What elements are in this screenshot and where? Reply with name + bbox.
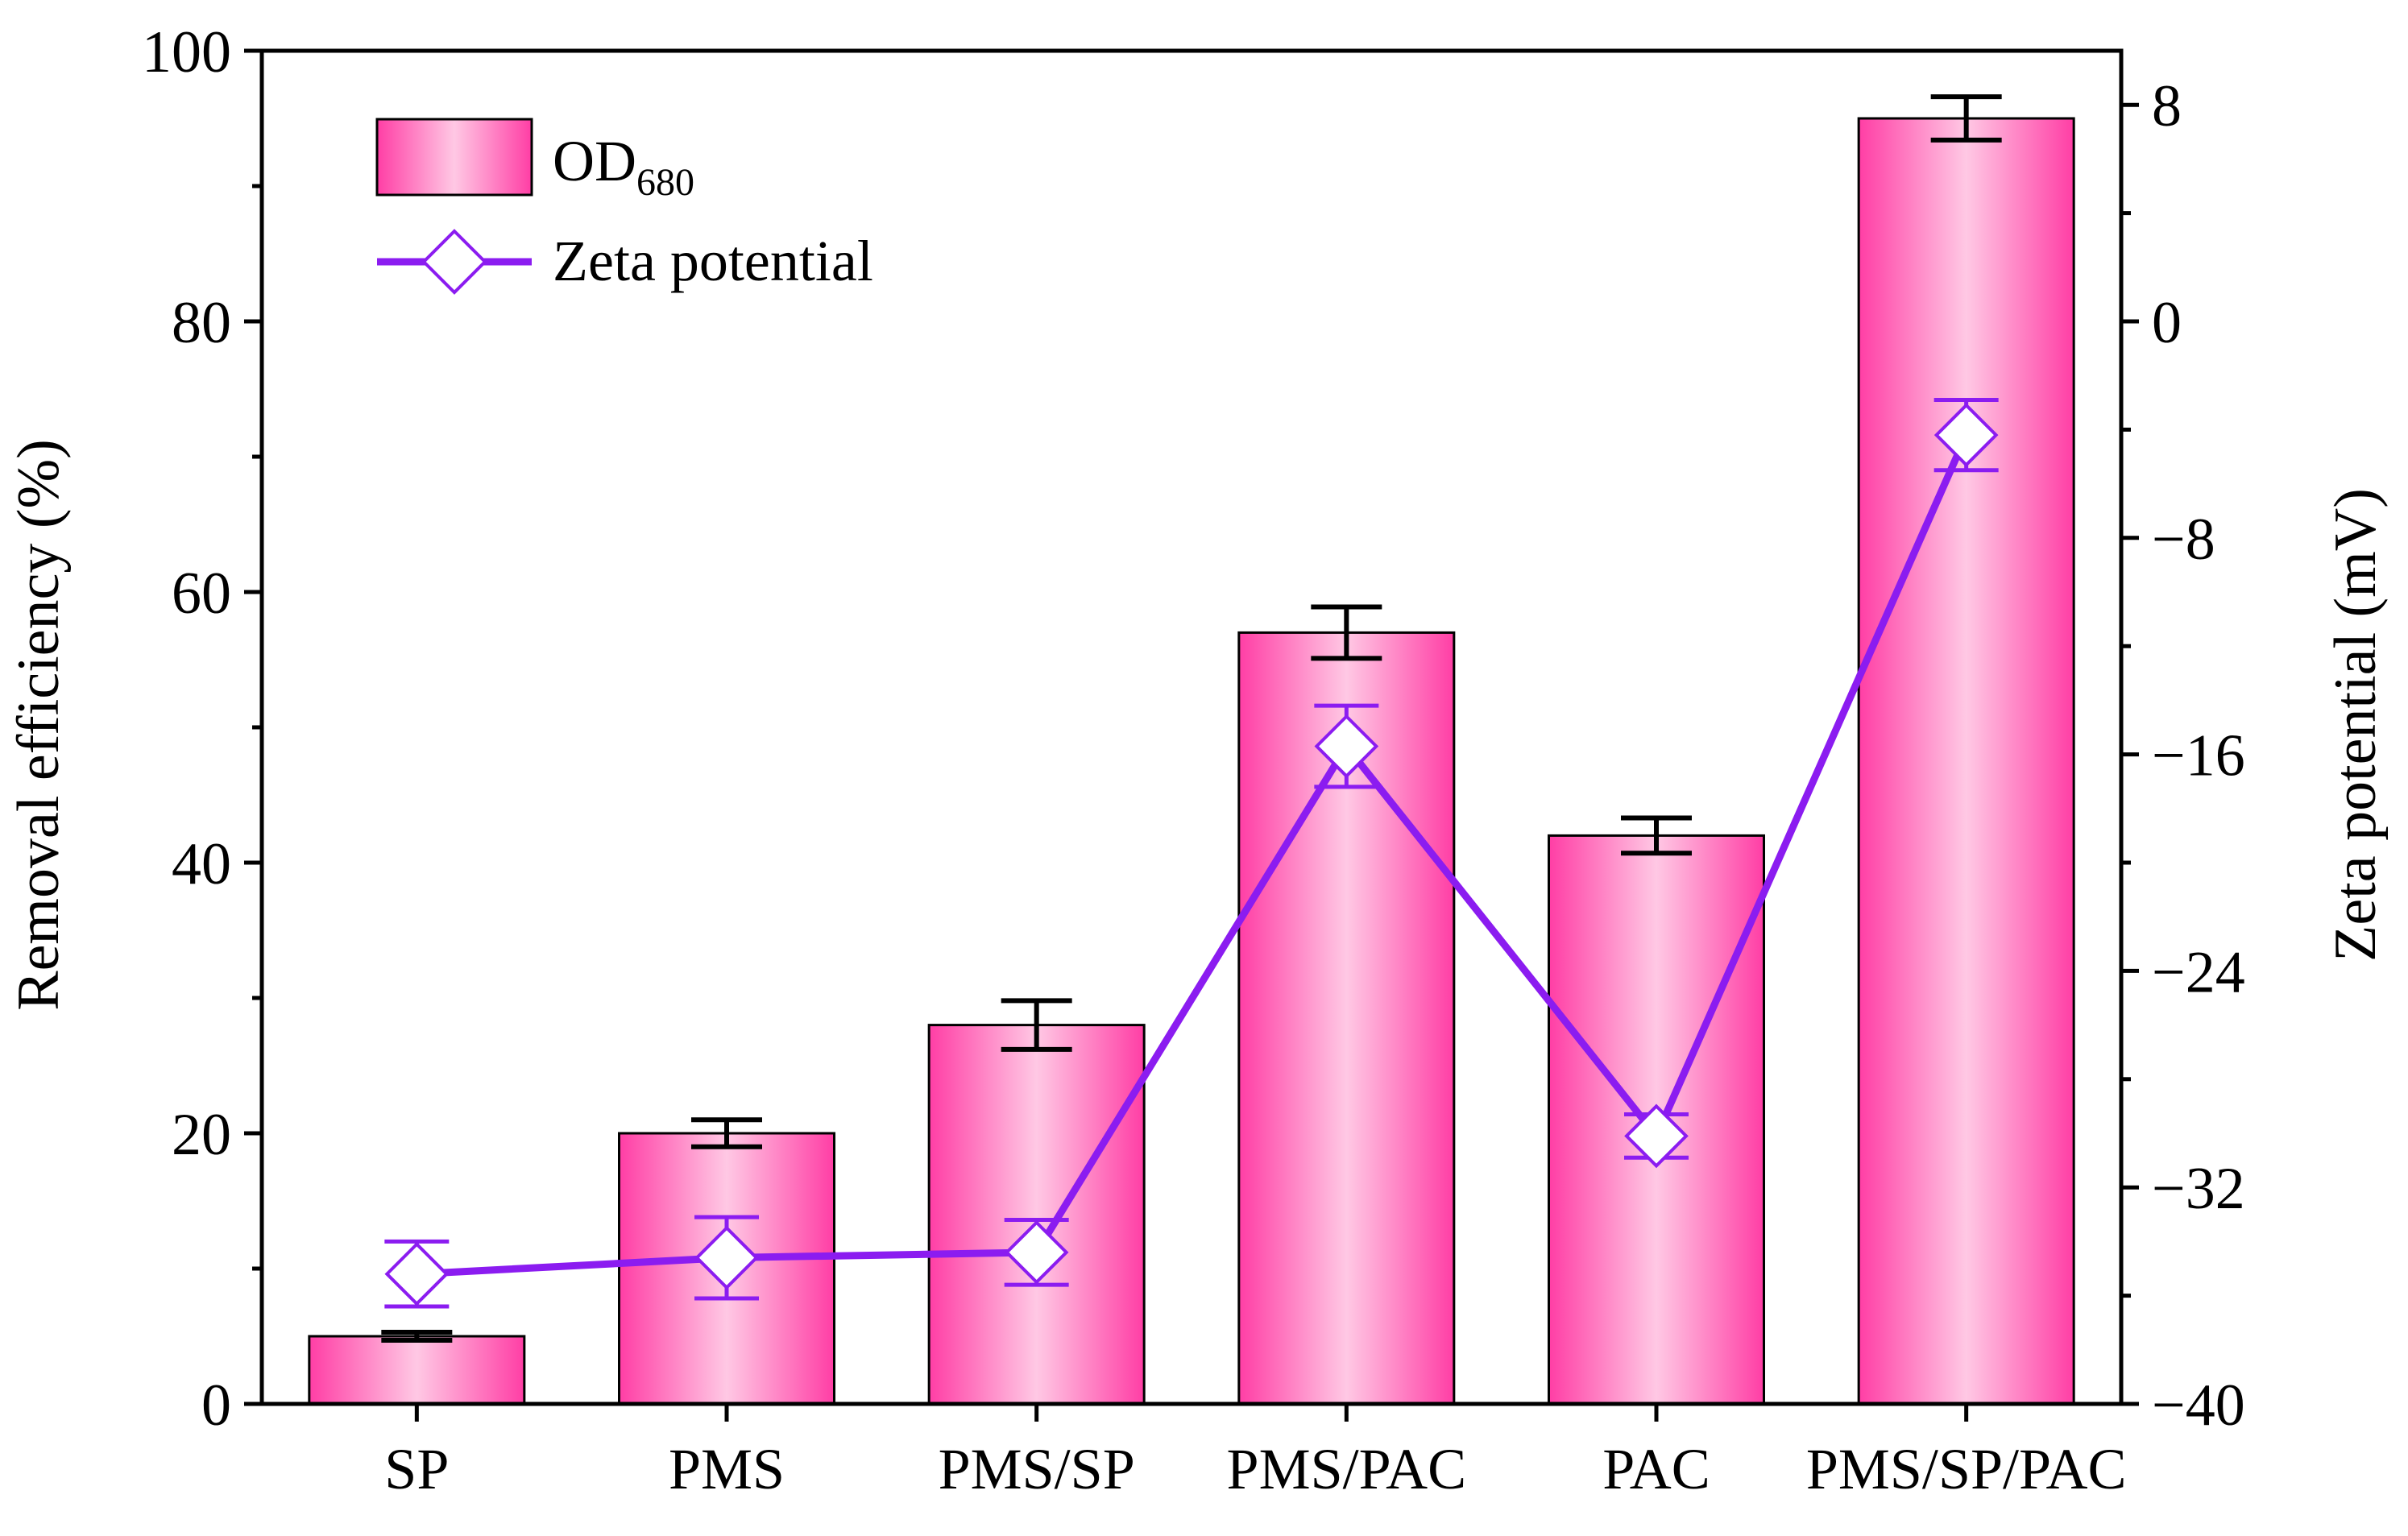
zeta-point-0 xyxy=(384,1241,450,1306)
y-right-tick-label: −40 xyxy=(2152,1372,2245,1439)
zeta-point-3 xyxy=(1314,714,1379,779)
y-left-tick-label: 80 xyxy=(172,290,231,356)
y-right-tick-label: −8 xyxy=(2152,507,2215,573)
y-left-tick-label: 40 xyxy=(172,831,231,897)
bar-error-5 xyxy=(1930,94,2002,143)
bar-error-0 xyxy=(381,1329,453,1343)
x-tick-label-pms-pac: PMS/PAC xyxy=(1227,1437,1467,1501)
bar-error-4 xyxy=(1621,815,1692,856)
y-left-tick-label: 60 xyxy=(172,561,231,627)
bar-error-3 xyxy=(1311,604,1382,661)
od680-bars xyxy=(308,94,2075,1406)
bar-sp xyxy=(308,1335,526,1406)
zeta-line-path xyxy=(417,433,1970,1278)
bar-pms-sp-pac xyxy=(1857,117,2075,1406)
bar-error-1 xyxy=(691,1117,762,1149)
zeta-point-2 xyxy=(1004,1220,1069,1285)
y-right-tick-label: −24 xyxy=(2152,939,2245,1005)
y-right-tick-label: −32 xyxy=(2152,1156,2245,1222)
legend-od680-label: OD680 xyxy=(553,129,694,204)
x-tick-label-pms: PMS xyxy=(669,1437,785,1501)
zeta-point-1 xyxy=(694,1225,759,1290)
plot-frame xyxy=(259,48,2124,1406)
y-left-tick-label: 0 xyxy=(201,1372,231,1439)
x-tick-label-sp: SP xyxy=(384,1437,449,1501)
y-left-tick-label: 100 xyxy=(142,19,231,85)
y-left-tick-label: 20 xyxy=(172,1102,231,1168)
legend: OD680 Zeta potential xyxy=(375,118,873,295)
axes: 0 20 40 60 80 100 −40 −32 −24 −16 −8 0 8 SP PMS PMS/SP P… xyxy=(142,19,2245,1501)
right-y-axis-label: Zeta potential (mV) xyxy=(2323,488,2389,962)
y-right-tick-label: 0 xyxy=(2152,290,2182,356)
zeta-point-4 xyxy=(1624,1103,1689,1169)
y-right-tick-label: 8 xyxy=(2152,73,2182,139)
y-left-title: Removal efficiency (%) xyxy=(6,439,72,1011)
legend-bar-swatch xyxy=(375,118,533,197)
bar-error-2 xyxy=(1001,998,1072,1052)
left-y-axis-label: Removal efficiency (%) xyxy=(6,439,72,1011)
y-right-tick-label: −16 xyxy=(2152,723,2245,789)
zeta-point-5 xyxy=(1933,403,1999,467)
x-tick-label-pms-sp-pac: PMS/SP/PAC xyxy=(1806,1437,2127,1501)
zeta-potential-line xyxy=(384,397,1999,1309)
y-right-title: Zeta potential (mV) xyxy=(2323,488,2389,962)
x-tick-label-pms-sp: PMS/SP xyxy=(939,1437,1135,1501)
bar-pms-sp xyxy=(927,1024,1146,1406)
legend-zeta-label: Zeta potential xyxy=(553,229,873,293)
x-tick-label-pac: PAC xyxy=(1602,1437,1710,1501)
legend-diamond-marker xyxy=(421,229,487,295)
